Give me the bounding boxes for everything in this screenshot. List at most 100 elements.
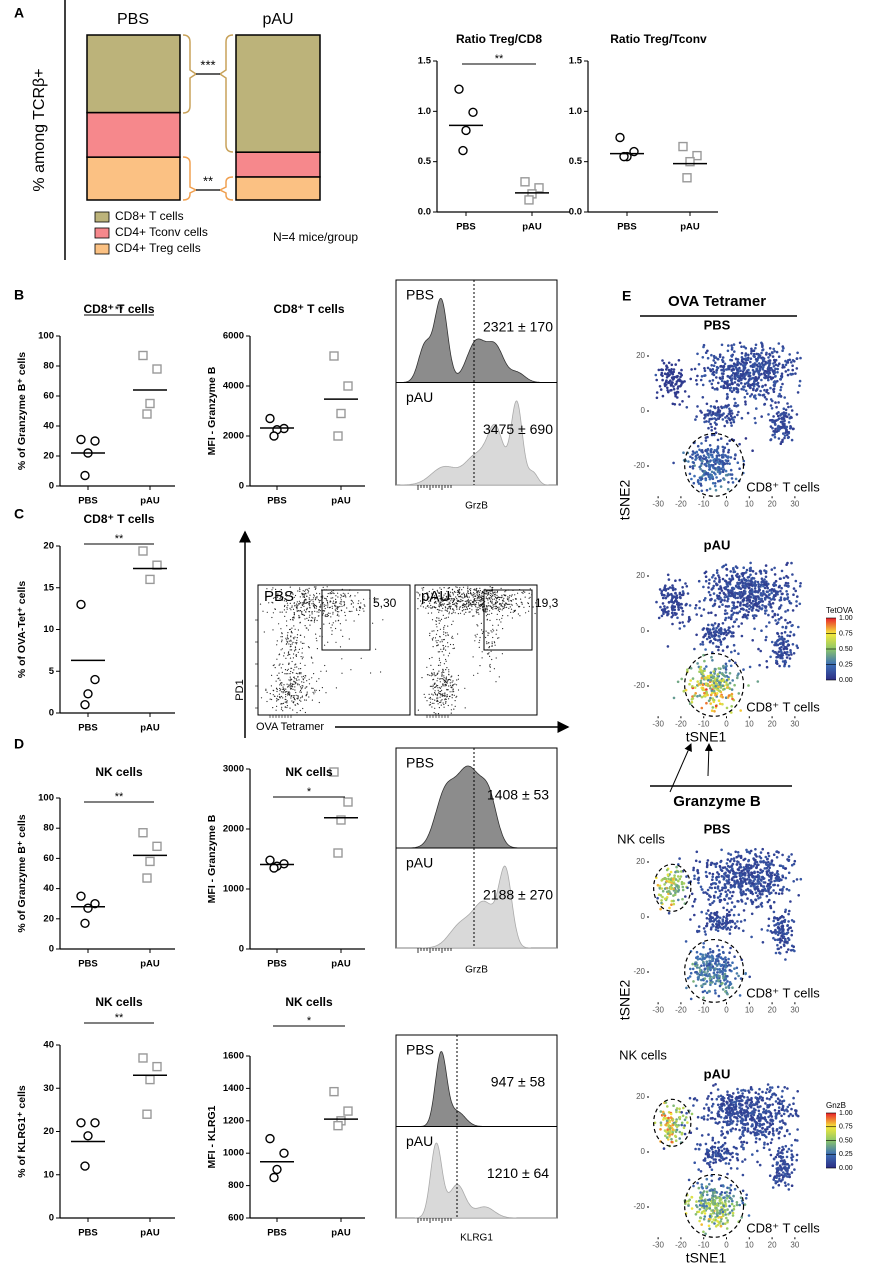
event-dot [495,599,497,601]
event-dot [358,614,360,616]
event-dot [447,603,449,606]
event-dot [477,590,479,592]
event-dot [335,601,337,603]
event-dot [452,644,454,646]
event-dot [448,685,450,687]
cell-dot [775,412,779,415]
x-tick-label: 10 [745,719,754,728]
event-dot [266,691,268,694]
cell-dot [786,402,789,405]
cell-dot [711,412,715,416]
event-dot [456,597,458,600]
cell-dot [753,627,756,631]
event-dot [284,669,287,671]
event-dot [325,597,327,600]
cell-dot [709,422,712,426]
event-dot [352,606,354,608]
data-point [138,546,148,556]
event-dot [430,675,432,677]
event-dot [281,706,283,708]
colorbar-label: 0.75 [839,630,853,637]
event-dot [463,592,465,594]
panel-label: D [14,736,24,752]
event-dot [269,698,271,700]
event-dot [300,606,302,609]
cell-dot [671,584,674,587]
cell-dot [757,889,760,892]
event-dot [327,604,329,606]
event-dot [313,586,315,588]
cell-dot [674,579,677,582]
event-dot [326,586,328,588]
event-dot [302,656,304,658]
cell-dot [701,686,705,690]
event-dot [279,697,281,699]
event-dot [461,593,463,596]
cell-dot [785,428,788,432]
cell-dot [746,358,750,362]
cell-dot [708,468,712,471]
event-dot [443,654,445,656]
cell-dot [754,376,758,379]
event-dot [489,655,491,658]
event-dot [476,607,478,609]
event-dot [303,596,306,599]
cell-dot [700,614,703,617]
event-dot [457,613,459,615]
event-dot [282,710,284,712]
cell-dot [717,574,720,577]
event-dot [304,675,306,677]
event-dot [422,589,424,591]
event-dot [288,640,290,642]
cell-dot [678,621,682,625]
event-dot [426,598,428,600]
significance: ** [115,1012,124,1024]
cell-dot [699,455,702,458]
y-tick-label: 1000 [223,1148,244,1159]
event-dot [288,691,290,693]
event-dot [444,609,446,611]
cell-dot [713,467,717,470]
cell-dot [711,386,714,390]
event-dot [275,680,277,682]
event-dot [271,601,273,604]
cell-dot [742,368,745,371]
event-dot [438,595,440,597]
cell-dot [704,449,707,453]
cell-dot [765,625,768,628]
event-dot [451,697,453,699]
event-dot [453,590,456,593]
event-dot [451,691,453,693]
cell-dot [694,859,698,863]
cell-dot [740,578,743,582]
event-dot [440,686,443,688]
event-dot [431,607,433,609]
event-dot [332,592,334,594]
cell-dot [691,465,695,468]
cell-dot [711,659,714,662]
event-dot [439,701,441,704]
event-dot [479,636,481,639]
event-dot [427,674,429,676]
event-dot [494,608,496,610]
event-dot [496,592,498,594]
event-dot [285,611,287,613]
cell-dot [773,873,776,876]
event-dot [436,699,438,701]
event-dot [496,594,498,597]
event-dot [443,633,445,635]
cell-dot [705,874,708,878]
cell-dot [714,890,717,894]
event-dot [294,605,296,607]
event-dot [297,651,299,653]
event-dot [337,592,339,594]
event-dot [447,587,449,590]
event-dot [327,592,329,595]
cell-dot [718,454,721,457]
cell-dot [742,890,745,893]
event-dot [448,652,451,654]
event-dot [288,653,290,655]
cell-dot [777,650,781,654]
event-dot [478,594,480,596]
event-dot [473,598,475,600]
